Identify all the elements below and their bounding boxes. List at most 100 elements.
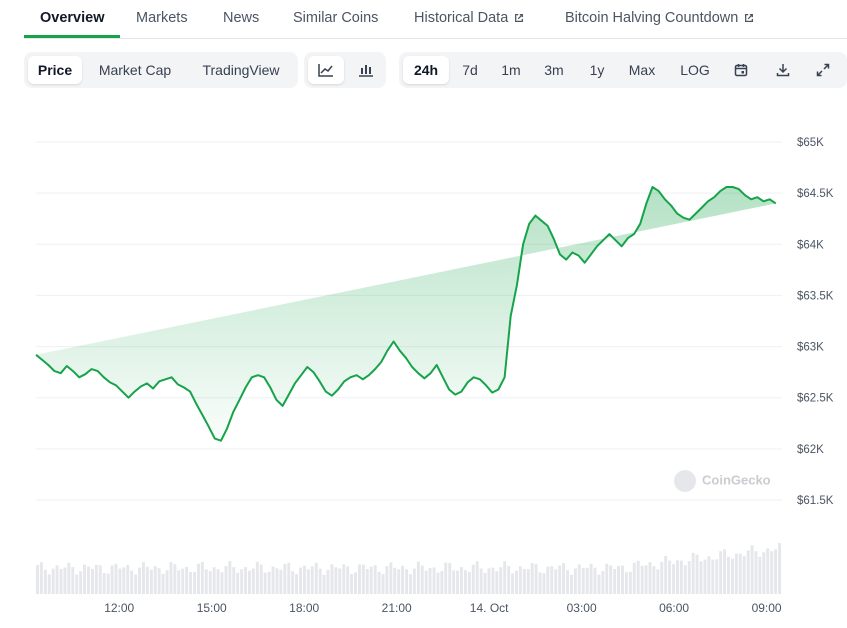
volume-bar — [126, 564, 130, 594]
volume-bar — [299, 567, 303, 594]
range-max-button[interactable]: Max — [628, 62, 656, 78]
volume-bar — [731, 558, 734, 594]
range-toolbar: 24h 7d 1m 3m 1y Max LOG — [399, 52, 847, 88]
range-24h-button[interactable]: 24h — [403, 56, 449, 84]
volume-bar — [640, 565, 644, 594]
range-7d-button[interactable]: 7d — [462, 62, 478, 78]
volume-bar — [416, 561, 420, 594]
market-cap-button[interactable]: Market Cap — [98, 62, 172, 78]
line-chart-icon — [318, 64, 333, 77]
volume-bar — [664, 555, 668, 594]
volume-bar — [255, 561, 259, 594]
volume-bar — [597, 574, 601, 594]
y-tick-label: $64.5K — [797, 188, 834, 200]
line-chart-button[interactable] — [308, 56, 344, 84]
tab-similar-coins[interactable]: Similar Coins — [293, 10, 379, 26]
volume-bar — [279, 569, 283, 594]
tab-historical-data[interactable]: Historical Data — [414, 10, 524, 26]
volume-bar — [153, 566, 157, 594]
volume-bar — [609, 565, 613, 594]
volume-bar — [515, 570, 518, 594]
volume-bar — [412, 568, 416, 594]
volume-bar — [636, 560, 640, 594]
volume-bar — [593, 567, 597, 594]
volume-bar — [51, 568, 55, 594]
range-1y-button[interactable]: 1y — [589, 62, 605, 78]
volume-bar — [397, 569, 401, 594]
volume-bar — [306, 569, 310, 594]
volume-bar — [581, 568, 585, 594]
download-button[interactable] — [765, 56, 801, 84]
candlestick-chart-icon — [359, 65, 373, 77]
volume-bar — [542, 573, 546, 594]
volume-bar — [365, 569, 369, 594]
tab-markets[interactable]: Markets — [136, 10, 188, 26]
volume-bar — [770, 551, 774, 594]
date-range-button[interactable] — [723, 56, 759, 84]
volume-bar — [420, 565, 424, 594]
volume-bar — [338, 568, 342, 594]
volume-bar — [193, 572, 197, 594]
x-tick-label: 15:00 — [197, 601, 227, 615]
tab-news[interactable]: News — [223, 10, 260, 26]
volume-bar — [471, 564, 475, 594]
volume-bar — [401, 565, 405, 594]
volume-bar — [334, 567, 338, 594]
range-1m-button[interactable]: 1m — [501, 62, 521, 78]
fullscreen-icon — [816, 63, 830, 77]
price-button[interactable]: Price — [28, 56, 82, 84]
volume-bar — [200, 562, 204, 594]
candlestick-chart-button[interactable] — [348, 56, 384, 84]
volume-bar — [267, 571, 271, 594]
volume-bar — [314, 562, 318, 594]
log-scale-button[interactable]: LOG — [680, 62, 710, 78]
active-tab-underline — [24, 35, 120, 38]
volume-bar — [695, 554, 699, 594]
volume-bar — [142, 562, 145, 594]
volume-bar — [750, 545, 754, 594]
y-tick-label: $65K — [797, 137, 824, 149]
volume-bar — [719, 551, 723, 594]
tab-bitcoin-halving-countdown[interactable]: Bitcoin Halving Countdown — [565, 10, 754, 26]
volume-bar — [754, 551, 758, 594]
volume-bar — [79, 571, 83, 594]
y-tick-label: $62.5K — [797, 393, 834, 405]
metric-toggle-group: Price Market Cap TradingView — [24, 52, 298, 88]
x-axis-labels: 12:00 15:00 18:00 21:00 14. Oct 03:00 06:00 09:… — [104, 601, 782, 615]
volume-bar — [440, 570, 444, 594]
price-area — [36, 187, 776, 441]
volume-bar — [47, 574, 51, 594]
tab-overview[interactable]: Overview — [40, 10, 105, 26]
volume-bar — [432, 567, 436, 594]
volume-bar — [393, 567, 397, 594]
volume-bar — [173, 564, 177, 594]
volume-bar — [746, 550, 750, 594]
volume-bar — [475, 561, 479, 594]
volume-bar — [283, 563, 287, 594]
volume-bar — [562, 563, 566, 594]
volume-bar — [405, 569, 409, 594]
volume-bar — [723, 549, 727, 594]
volume-bar — [106, 573, 110, 594]
volume-bar — [668, 560, 672, 594]
volume-bar — [83, 564, 87, 594]
volume-bar — [479, 568, 483, 594]
range-3m-button[interactable]: 3m — [544, 62, 564, 78]
volume-bar — [98, 565, 102, 594]
volume-bar — [742, 556, 746, 594]
volume-bar — [55, 565, 59, 594]
volume-bar — [224, 566, 228, 594]
volume-bar — [177, 570, 181, 594]
tradingview-button[interactable]: TradingView — [202, 62, 280, 78]
volume-bar — [436, 572, 440, 594]
volume-bar — [601, 571, 605, 594]
fullscreen-button[interactable] — [805, 56, 841, 84]
volume-bar — [566, 570, 570, 594]
volume-bar — [456, 570, 460, 594]
volume-bar — [444, 562, 448, 594]
volume-bar — [385, 566, 389, 594]
volume-bar — [149, 569, 153, 594]
volume-bar — [774, 549, 778, 594]
x-tick-label: 06:00 — [659, 601, 689, 615]
